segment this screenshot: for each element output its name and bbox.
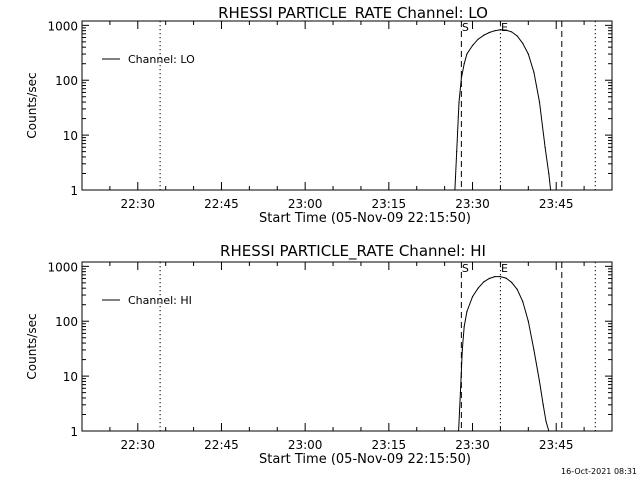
data-point [533, 349, 535, 351]
y-tick-label-1: 1 [70, 425, 78, 439]
x-tick-label-23-30: 23:30 [455, 197, 490, 211]
data-point [538, 101, 541, 103]
data-point [538, 380, 541, 383]
data-point [488, 277, 490, 280]
data-point [477, 287, 479, 289]
x-tick-label-22-30: 22:30 [120, 438, 155, 452]
data-point [533, 71, 535, 73]
data-point [527, 320, 529, 322]
y-tick-label-10: 10 [63, 129, 78, 143]
marker-e: E [501, 21, 508, 34]
x-tick-label-23-00: 23:00 [288, 438, 323, 452]
data-point [488, 31, 490, 34]
marker-e: E [501, 262, 508, 275]
data-point [463, 63, 465, 65]
data-point [516, 35, 518, 37]
generation-timestamp: 16-Oct-2021 08:31 [561, 467, 637, 476]
series-line-channel-hi [458, 276, 550, 432]
chart-title: RHESSI PARTICLE_RATE Channel: LO [218, 4, 488, 23]
panel-hi: RHESSI PARTICLE_RATE Channel: HI 1 10 100 10… [25, 242, 613, 467]
data-point [494, 276, 496, 278]
data-point [505, 29, 507, 31]
data-point [548, 172, 550, 175]
legend-label: Channel: HI [128, 294, 192, 307]
data-point [527, 53, 529, 55]
data-point [459, 392, 462, 394]
data-point [471, 296, 474, 298]
data-point [463, 325, 465, 328]
data-point [483, 34, 485, 36]
panel-lo: RHESSI PARTICLE_RATE Channel: LO 1 10 100 10… [25, 4, 613, 226]
data-point [505, 277, 507, 279]
y-axis-label: Counts/sec [25, 72, 39, 138]
series-line-channel-lo [454, 29, 552, 191]
data-point [499, 276, 502, 278]
x-axis-label: Start Time (05-Nov-09 22:15:50) [259, 452, 471, 467]
data-point [550, 189, 552, 191]
plot-frame [81, 261, 613, 432]
x-tick-label-23-15: 23:15 [372, 438, 407, 452]
data-point [483, 281, 485, 283]
x-tick-label-22-45: 22:45 [204, 197, 239, 211]
data-point [510, 31, 513, 33]
y-tick-label-1000: 1000 [47, 260, 78, 274]
data-point [522, 42, 524, 44]
data-point [477, 38, 479, 40]
data-point [461, 349, 463, 351]
data-point [510, 281, 513, 283]
data-point [466, 310, 468, 313]
y-tick-label-1: 1 [70, 184, 78, 198]
data-point [458, 101, 460, 103]
data-point [457, 430, 460, 432]
chart-title: RHESSI PARTICLE_RATE Channel: HI [220, 242, 486, 261]
plot-frame [81, 20, 613, 191]
data-point [454, 189, 456, 191]
data-point [499, 29, 502, 31]
data-point [456, 151, 458, 153]
x-tick-label-23-45: 23:45 [539, 197, 574, 211]
data-point [466, 53, 468, 55]
data-point [516, 288, 518, 291]
x-axis-label: Start Time (05-Nov-09 22:15:50) [259, 211, 471, 226]
legend-label: Channel: LO [128, 53, 195, 66]
x-tick-label-22-30: 22:30 [120, 197, 155, 211]
y-axis-label: Counts/sec [25, 313, 39, 379]
data-point [542, 404, 544, 406]
y-tick-label-100: 100 [55, 315, 78, 329]
data-point [522, 300, 524, 302]
y-tick-label-10: 10 [63, 370, 78, 384]
data-point [545, 420, 547, 422]
marker-s: S [462, 262, 469, 275]
y-tick-label-1000: 1000 [47, 19, 78, 33]
y-tick-label-100: 100 [55, 74, 78, 88]
data-point [460, 77, 462, 79]
data-point [471, 44, 474, 47]
marker-s: S [462, 21, 469, 34]
x-tick-label-23-45: 23:45 [539, 438, 574, 452]
x-tick-label-23-30: 23:30 [455, 438, 490, 452]
x-tick-label-22-45: 22:45 [204, 438, 239, 452]
x-tick-label-23-15: 23:15 [372, 197, 407, 211]
x-tick-label-23-00: 23:00 [288, 197, 323, 211]
data-point [544, 146, 546, 148]
data-point [548, 430, 550, 432]
data-point [494, 30, 496, 32]
